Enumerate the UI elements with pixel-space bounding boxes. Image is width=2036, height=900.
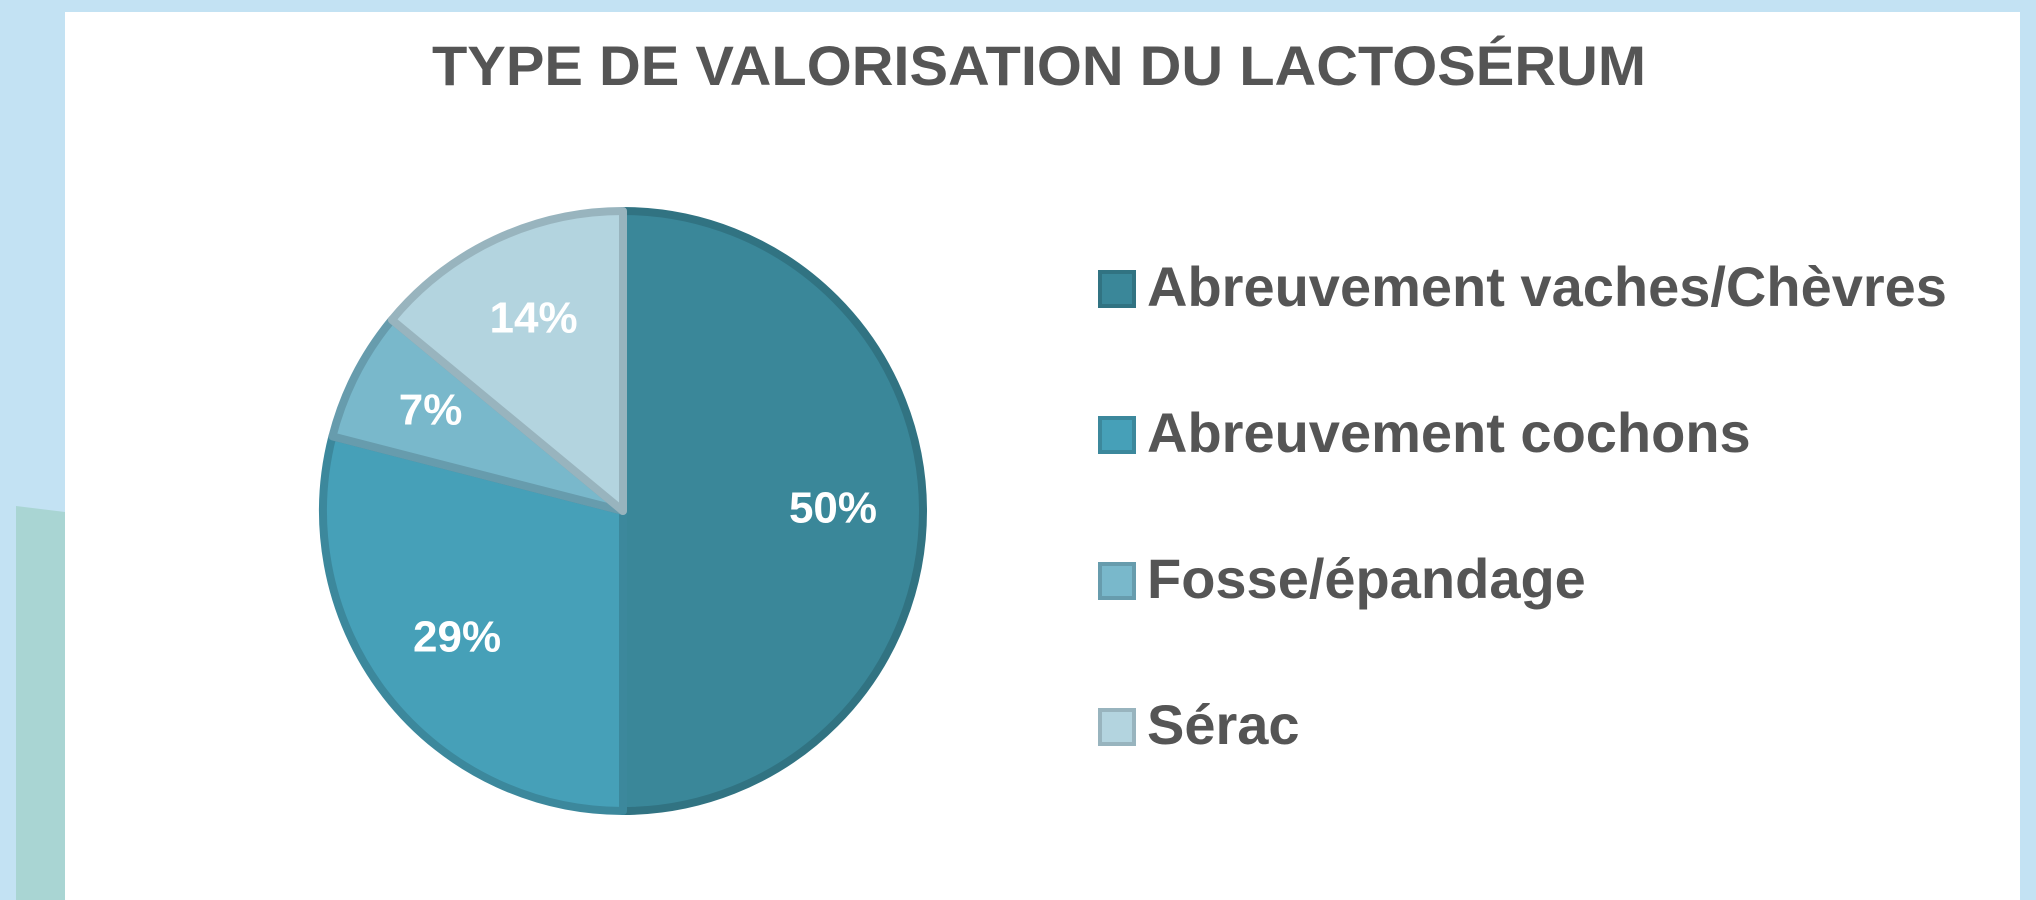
pie-slice bbox=[319, 432, 627, 815]
chart-title: TYPE DE VALORISATION DU LACTOSÉRUM bbox=[432, 34, 1646, 97]
legend-swatch bbox=[1098, 416, 1136, 454]
legend-swatch bbox=[1098, 562, 1136, 600]
pie-slice bbox=[328, 315, 627, 515]
pie-slice bbox=[387, 207, 627, 515]
background-strip bbox=[16, 506, 65, 900]
pie-slice bbox=[619, 207, 927, 815]
legend-label: Abreuvement cochons bbox=[1147, 401, 1751, 464]
legend-swatch bbox=[1098, 270, 1136, 308]
legend-label: Abreuvement vaches/Chèvres bbox=[1147, 255, 1947, 318]
legend-label: Fosse/épandage bbox=[1147, 547, 1586, 610]
data-label: 29% bbox=[413, 612, 501, 661]
data-label: 50% bbox=[789, 484, 877, 533]
data-label: 14% bbox=[490, 294, 578, 343]
legend-label: Sérac bbox=[1147, 693, 1300, 756]
legend-swatch bbox=[1098, 708, 1136, 746]
data-label: 7% bbox=[399, 386, 463, 435]
